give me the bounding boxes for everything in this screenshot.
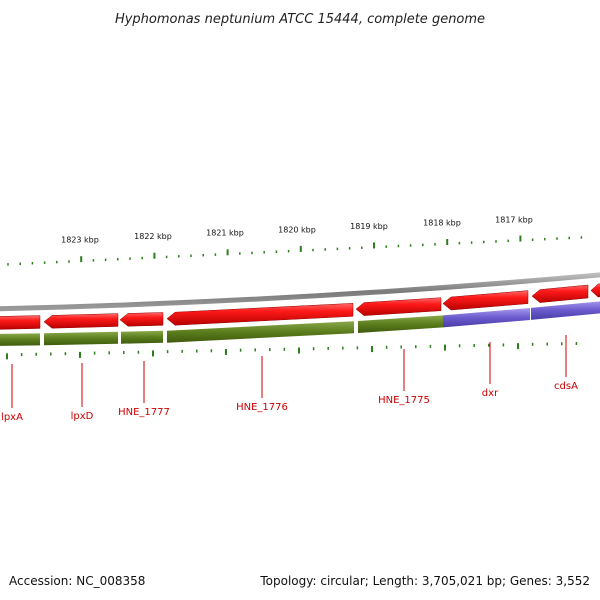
- gene-label-leaders: [11, 335, 567, 408]
- minor-ticks: [6, 341, 578, 360]
- gene-label[interactable]: HNE_1776: [236, 402, 288, 413]
- gene-arrow-cdsA[interactable]: [531, 284, 589, 303]
- gene-arrow-dxr[interactable]: [442, 290, 529, 311]
- cds-segment: [0, 333, 40, 346]
- scale-label: 1821 kbp: [206, 229, 244, 238]
- map-title: Hyphomonas neptunium ATCC 15444, complet…: [115, 12, 485, 27]
- scale-label: 1820 kbp: [278, 225, 316, 234]
- cds-segment: [443, 308, 530, 328]
- scale-labels: 1823 kbp 1822 kbp 1821 kbp 1820 kbp 1819 kbp…: [61, 215, 533, 244]
- scale-label: 1818 kbp: [423, 219, 461, 228]
- cds-segment: [121, 330, 163, 344]
- scale-ticks: [7, 235, 583, 266]
- scale-label: 1822 kbp: [134, 232, 172, 241]
- gene-label[interactable]: HNE_1777: [118, 407, 170, 418]
- gene-label[interactable]: lpxA: [1, 412, 23, 423]
- gene-label[interactable]: HNE_1775: [378, 395, 430, 406]
- gene-label[interactable]: cdsA: [554, 381, 578, 392]
- gene-arrow-HNE_1775[interactable]: [355, 297, 442, 316]
- gene-arrow-HNE_1776[interactable]: [166, 303, 354, 326]
- scale-label: 1817 kbp: [495, 215, 533, 224]
- gene-label[interactable]: dxr: [482, 388, 499, 399]
- scale-label: 1823 kbp: [61, 235, 99, 244]
- gene-labels: lpxA lpxD HNE_1777 HNE_1776 HNE_1775 dxr cdsA: [1, 381, 578, 423]
- gene-track: [0, 283, 600, 330]
- cds-track: [0, 301, 600, 346]
- cds-segment: [167, 321, 354, 343]
- backbone-ring: [0, 272, 600, 312]
- genome-summary-text: Topology: circular; Length: 3,705,021 bp…: [259, 574, 590, 588]
- gene-arrow-next[interactable]: [590, 283, 600, 298]
- cds-segment: [531, 301, 600, 320]
- gene-arrow-lpxA[interactable]: [0, 315, 41, 330]
- gene-label[interactable]: lpxD: [71, 411, 94, 422]
- accession-text: Accession: NC_008358: [9, 574, 145, 588]
- cds-segment: [44, 331, 118, 346]
- gene-arrow-HNE_1777[interactable]: [119, 312, 164, 327]
- cds-segment: [358, 315, 443, 333]
- scale-label: 1819 kbp: [350, 222, 388, 231]
- gene-arrow-lpxD[interactable]: [43, 313, 119, 329]
